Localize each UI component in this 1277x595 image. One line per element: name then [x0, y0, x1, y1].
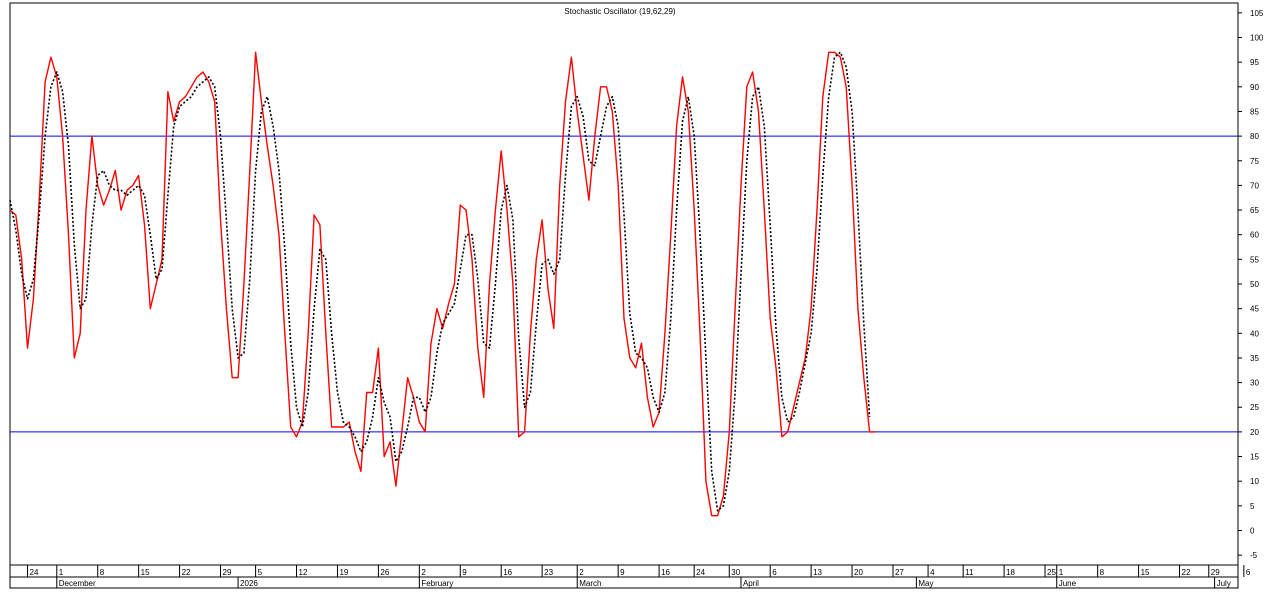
y-tick-label: 0: [1250, 526, 1255, 535]
y-tick-label: 55: [1250, 255, 1259, 264]
y-tick-label: 95: [1250, 58, 1259, 67]
y-tick-label: 90: [1250, 83, 1259, 92]
y-axis: 1051009590858075706560555045403530252015…: [1238, 9, 1264, 560]
x-day-label: 11: [965, 568, 974, 577]
y-tick-label: 30: [1250, 379, 1259, 388]
x-day-label: 26: [380, 568, 389, 577]
x-day-label: 27: [895, 568, 904, 577]
x-day-label: 15: [141, 568, 150, 577]
x-day-label: 16: [661, 568, 670, 577]
x-day-label: 2: [421, 568, 426, 577]
x-day-label: 13: [813, 568, 822, 577]
x-day-label: 12: [299, 568, 308, 577]
y-tick-label: 80: [1250, 132, 1259, 141]
y-tick-label: 75: [1250, 157, 1259, 166]
x-day-label: 1: [59, 568, 64, 577]
chart-title: Stochastic Oscillator (19,62,29): [564, 7, 675, 16]
x-day-label: 4: [930, 568, 935, 577]
x-day-label: 22: [1182, 568, 1191, 577]
x-month-label: December: [59, 579, 96, 588]
x-day-label: 22: [182, 568, 191, 577]
y-tick-label: 45: [1250, 305, 1259, 314]
y-tick-label: 15: [1250, 453, 1259, 462]
y-tick-label: 10: [1250, 477, 1259, 486]
y-tick-label: 40: [1250, 329, 1259, 338]
y-tick-label: 65: [1250, 206, 1259, 215]
x-day-label: 8: [1100, 568, 1105, 577]
x-day-label: 23: [544, 568, 553, 577]
x-day-label: 15: [1141, 568, 1150, 577]
x-day-label: 9: [462, 568, 467, 577]
x-month-label: July: [1217, 579, 1231, 588]
x-month-label: 2026: [240, 579, 258, 588]
x-day-label: 6: [1246, 568, 1251, 577]
x-day-label: 20: [854, 568, 863, 577]
y-tick-label: 50: [1250, 280, 1259, 289]
y-tick-label: 25: [1250, 403, 1259, 412]
x-month-label: March: [579, 579, 601, 588]
x-axis: 24 1 8 15 22 29 5 12 19 26 2 9 16 23 2 9 16 24 30 6 13 20 27 4 1…: [10, 565, 1277, 588]
x-month-label: June: [1059, 579, 1077, 588]
x-day-label: 8: [100, 568, 105, 577]
x-day-label: 19: [339, 568, 348, 577]
x-day-label: 25: [1047, 568, 1056, 577]
y-tick-label: 60: [1250, 231, 1259, 240]
x-day-label: 30: [731, 568, 740, 577]
x-day-label: 6: [772, 568, 777, 577]
y-tick-label: 85: [1250, 107, 1259, 116]
x-month-label: April: [743, 579, 759, 588]
y-tick-label: 100: [1250, 34, 1264, 43]
y-tick-label: 20: [1250, 428, 1259, 437]
x-day-label: 1: [1059, 568, 1064, 577]
plot-area: [10, 3, 1238, 565]
x-day-label: 18: [1006, 568, 1015, 577]
x-month-label: February: [421, 579, 453, 588]
y-tick-label: 5: [1250, 502, 1255, 511]
y-tick-label: 35: [1250, 354, 1259, 363]
x-day-label: 29: [223, 568, 232, 577]
y-tick-label: -5: [1250, 551, 1258, 560]
x-month-label: May: [918, 579, 933, 588]
x-day-label: 16: [503, 568, 512, 577]
x-day-label: 2: [579, 568, 584, 577]
y-tick-label: 70: [1250, 181, 1259, 190]
x-day-label: 24: [696, 568, 705, 577]
x-day-label: 29: [1211, 568, 1220, 577]
x-day-label: 9: [620, 568, 625, 577]
x-day-label: 5: [258, 568, 263, 577]
x-day-label: 24: [30, 568, 39, 577]
y-tick-label: 105: [1250, 9, 1264, 18]
